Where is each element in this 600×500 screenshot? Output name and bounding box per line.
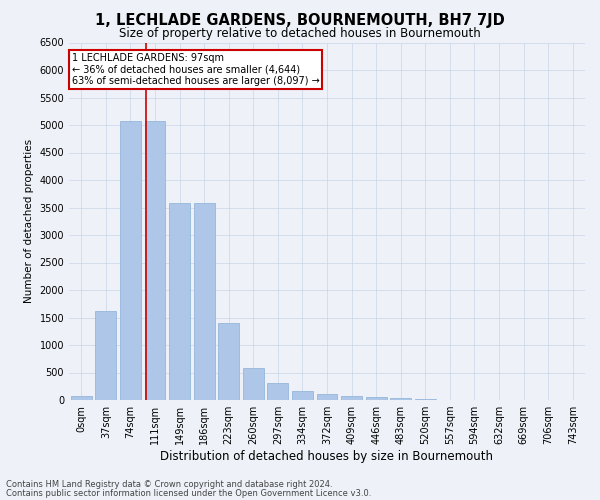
Bar <box>243 368 264 400</box>
Text: 1, LECHLADE GARDENS, BOURNEMOUTH, BH7 7JD: 1, LECHLADE GARDENS, BOURNEMOUTH, BH7 7J… <box>95 12 505 28</box>
Text: Contains HM Land Registry data © Crown copyright and database right 2024.: Contains HM Land Registry data © Crown c… <box>6 480 332 489</box>
Bar <box>145 120 166 400</box>
Bar <box>292 392 313 400</box>
Bar <box>218 323 239 400</box>
Bar <box>95 311 116 400</box>
Bar <box>390 398 411 400</box>
X-axis label: Distribution of detached houses by size in Bournemouth: Distribution of detached houses by size … <box>161 450 493 463</box>
Text: Size of property relative to detached houses in Bournemouth: Size of property relative to detached ho… <box>119 28 481 40</box>
Bar <box>341 396 362 400</box>
Bar <box>415 399 436 400</box>
Bar <box>169 203 190 400</box>
Bar <box>365 396 386 400</box>
Text: 1 LECHLADE GARDENS: 97sqm
← 36% of detached houses are smaller (4,644)
63% of se: 1 LECHLADE GARDENS: 97sqm ← 36% of detac… <box>71 53 319 86</box>
Bar <box>71 396 92 400</box>
Text: Contains public sector information licensed under the Open Government Licence v3: Contains public sector information licen… <box>6 489 371 498</box>
Bar <box>268 383 289 400</box>
Bar <box>317 394 337 400</box>
Bar <box>120 120 141 400</box>
Bar <box>194 203 215 400</box>
Y-axis label: Number of detached properties: Number of detached properties <box>24 139 34 304</box>
